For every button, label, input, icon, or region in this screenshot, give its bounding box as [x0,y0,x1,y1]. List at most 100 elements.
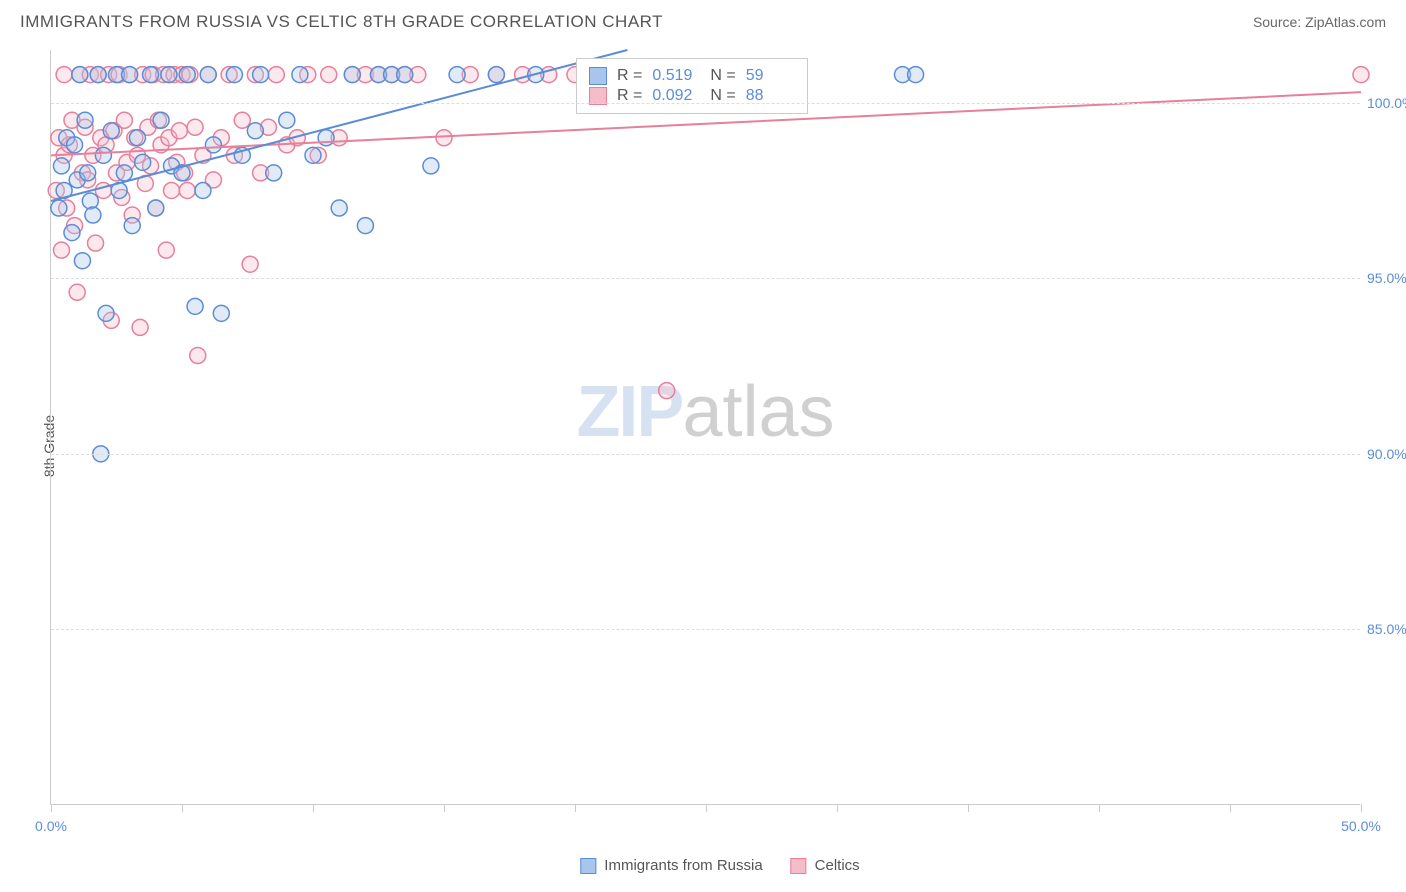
chart-source: Source: ZipAtlas.com [1253,14,1386,30]
x-tick [1099,804,1100,812]
y-tick-label: 85.0% [1367,621,1406,637]
scatter-point [179,182,195,198]
scatter-point [80,165,96,181]
scatter-point [90,67,106,83]
scatter-point [148,200,164,216]
scatter-point [56,67,72,83]
scatter-point [1353,67,1369,83]
scatter-point [69,284,85,300]
scatter-point [357,218,373,234]
x-tick [1361,804,1362,812]
stats-row-russia: R = 0.519 N = 59 [589,67,795,85]
plot-area: ZIPatlas R = 0.519 N = 59R = 0.092 N = 8… [50,50,1360,805]
scatter-point [116,165,132,181]
scatter-point [161,67,177,83]
scatter-point [179,67,195,83]
gridline [51,278,1360,279]
scatter-point [82,193,98,209]
scatter-point [279,112,295,128]
x-tick [182,804,183,812]
scatter-point [103,123,119,139]
scatter-point [158,242,174,258]
legend-item-celtics: Celtics [791,857,860,874]
x-tick [575,804,576,812]
scatter-point [331,200,347,216]
chart-header: IMMIGRANTS FROM RUSSIA VS CELTIC 8TH GRA… [0,0,1406,40]
scatter-point [190,348,206,364]
x-tick [968,804,969,812]
x-tick [1230,804,1231,812]
scatter-point [266,165,282,181]
scatter-point [143,67,159,83]
scatter-point [292,67,308,83]
x-tick [313,804,314,812]
scatter-point [53,242,69,258]
x-tick [444,804,445,812]
legend-swatch [791,858,807,874]
scatter-point [85,207,101,223]
scatter-point [187,298,203,314]
x-tick [51,804,52,812]
chart-container: ZIPatlas R = 0.519 N = 59R = 0.092 N = 8… [50,50,1390,840]
scatter-point [53,158,69,174]
scatter-point [397,67,413,83]
scatter-point [124,218,140,234]
scatter-point [488,67,504,83]
legend-label: Immigrants from Russia [604,857,762,874]
stats-r-label: R = [617,67,642,85]
scatter-point [659,383,675,399]
scatter-point [200,67,216,83]
scatter-point [95,147,111,163]
scatter-point [213,305,229,321]
scatter-point [122,67,138,83]
scatter-point [234,112,250,128]
y-tick-label: 95.0% [1367,270,1406,286]
scatter-point [88,235,104,251]
x-tick-label: 50.0% [1341,818,1381,834]
stats-r-value: 0.519 [652,67,692,85]
scatter-point [321,67,337,83]
scatter-point [268,67,284,83]
gridline [51,103,1360,104]
y-tick-label: 90.0% [1367,446,1406,462]
stats-swatch [589,67,607,85]
x-tick-label: 0.0% [35,818,67,834]
scatter-point [423,158,439,174]
scatter-point [72,67,88,83]
scatter-point [132,319,148,335]
scatter-point [436,130,452,146]
stats-box: R = 0.519 N = 59R = 0.092 N = 88 [576,58,808,114]
scatter-point [129,130,145,146]
scatter-point [247,123,263,139]
scatter-point [116,112,132,128]
x-tick [837,804,838,812]
scatter-point [171,123,187,139]
scatter-point [344,67,360,83]
scatter-point [318,130,334,146]
stats-n-label: N = [710,67,735,85]
gridline [51,454,1360,455]
stats-n-value: 59 [746,67,764,85]
scatter-point [449,67,465,83]
scatter-point [226,67,242,83]
scatter-point [77,112,93,128]
scatter-point [187,119,203,135]
scatter-point [98,305,114,321]
scatter-point [253,67,269,83]
scatter-point [67,137,83,153]
scatter-point [305,147,321,163]
scatter-point [242,256,258,272]
scatter-point [135,154,151,170]
scatter-point [153,112,169,128]
scatter-point [64,225,80,241]
chart-svg [51,50,1360,804]
y-tick-label: 100.0% [1367,95,1406,111]
chart-title: IMMIGRANTS FROM RUSSIA VS CELTIC 8TH GRA… [20,12,663,32]
scatter-point [908,67,924,83]
scatter-point [205,137,221,153]
scatter-point [74,253,90,269]
gridline [51,629,1360,630]
x-tick [706,804,707,812]
legend-item-russia: Immigrants from Russia [580,857,762,874]
legend-label: Celtics [815,857,860,874]
